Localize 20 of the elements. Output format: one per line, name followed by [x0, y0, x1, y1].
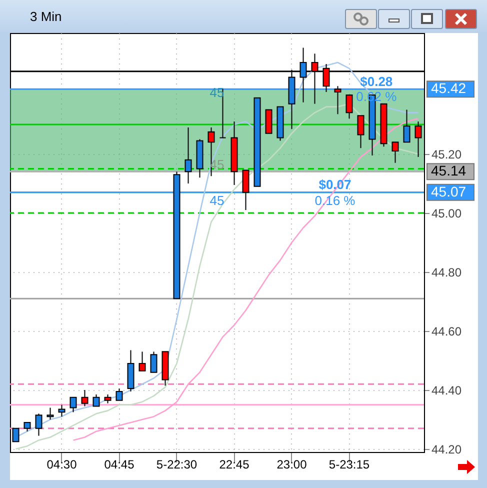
x-tick-label: 04:30 [46, 458, 78, 472]
annotation: $0.28 [360, 74, 393, 89]
x-tick-label: 04:45 [104, 458, 135, 472]
chart-title: 3 Min [30, 9, 62, 24]
y-tick-label: 44.60 [432, 324, 462, 339]
y-tick-label: 45.00 [432, 206, 462, 220]
annotation: $0.07 [318, 177, 352, 192]
annotation: 0.16 % [314, 193, 356, 208]
y-tick-label: 44.40 [432, 384, 462, 398]
ref-line-label: 45.42 [431, 80, 466, 96]
y-tick-label: 44.20 [432, 442, 462, 457]
x-tick-label: 23:00 [276, 458, 308, 472]
x-tick-label: 5-23:15 [328, 458, 370, 472]
ref-line-label: 45.07 [431, 183, 466, 200]
x-tick-label: 22:45 [219, 458, 250, 472]
x-tick-label: 5-22:30 [156, 458, 198, 472]
ref-line-label: 45.14 [431, 162, 466, 179]
annotation: 45 [210, 193, 224, 208]
y-tick-label: 44.80 [432, 266, 462, 280]
y-tick-label: 45.20 [432, 147, 462, 162]
